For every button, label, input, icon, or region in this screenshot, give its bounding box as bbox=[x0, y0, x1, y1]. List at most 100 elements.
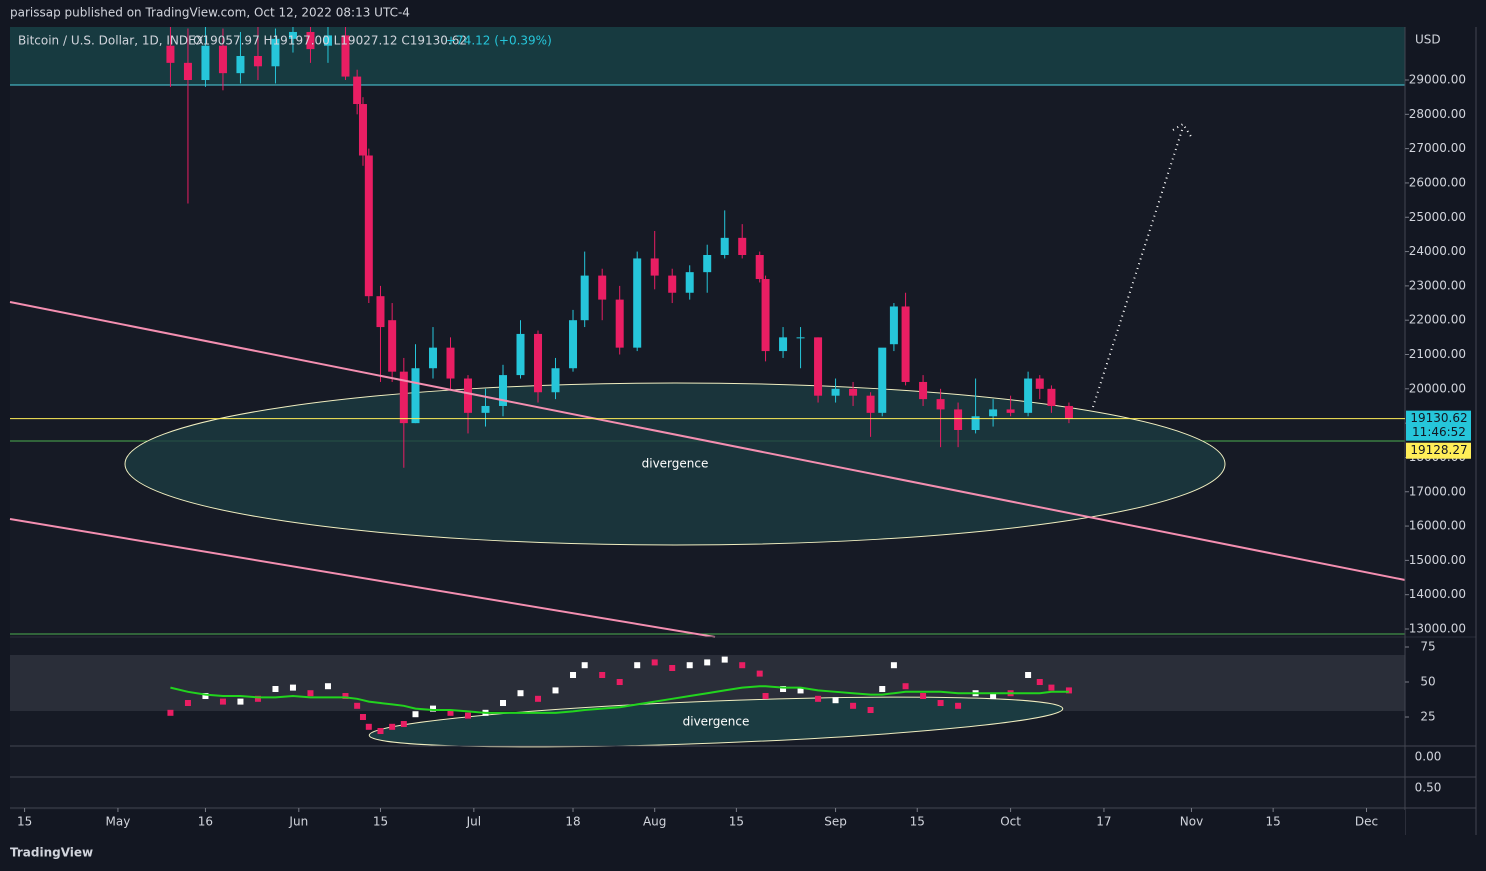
indicator-point bbox=[272, 686, 279, 693]
indicator-point bbox=[651, 659, 658, 666]
indicator-point bbox=[815, 695, 822, 702]
candle-body bbox=[364, 155, 373, 297]
candles bbox=[166, 27, 1073, 468]
candle-body bbox=[399, 371, 408, 424]
candle-body bbox=[831, 388, 840, 396]
x-tick-label: 16 bbox=[198, 815, 213, 829]
candle-body bbox=[1035, 378, 1044, 389]
candle-body bbox=[755, 255, 764, 280]
candle-body bbox=[779, 337, 788, 352]
y-tick-label: 16000.00 bbox=[1409, 519, 1466, 533]
indicator-point bbox=[1065, 687, 1072, 694]
candle-body bbox=[388, 320, 397, 372]
indicator-point bbox=[879, 686, 886, 693]
indicator-point bbox=[850, 702, 857, 709]
x-tick-label: Jul bbox=[466, 815, 481, 829]
candle-body bbox=[166, 45, 175, 63]
candle-body bbox=[954, 409, 963, 430]
candle-body bbox=[901, 306, 910, 382]
indicator-tick-label: 25 bbox=[1420, 710, 1435, 724]
y-tick-label: 13000.00 bbox=[1409, 622, 1466, 636]
indicator-point bbox=[429, 705, 436, 712]
candle-body bbox=[288, 31, 297, 39]
last-price-label: 19130.62 bbox=[1410, 411, 1467, 425]
candle-body bbox=[271, 38, 280, 67]
candle-body bbox=[738, 237, 747, 256]
indicator-point bbox=[581, 662, 588, 669]
x-tick-label: Dec bbox=[1355, 815, 1378, 829]
indicator-point bbox=[890, 662, 897, 669]
y-tick-label: 27000.00 bbox=[1409, 141, 1466, 155]
candle-body bbox=[1047, 388, 1056, 406]
candle-body bbox=[919, 381, 928, 400]
indicator-point bbox=[342, 693, 349, 700]
y-tick-label: 29000.00 bbox=[1409, 73, 1466, 87]
indicator-point bbox=[535, 695, 542, 702]
currency: USD bbox=[1415, 33, 1441, 47]
indicator-point bbox=[307, 690, 314, 697]
annotation: divergence bbox=[642, 457, 709, 471]
candle-body bbox=[411, 368, 420, 424]
y-tick-label: 26000.00 bbox=[1409, 175, 1466, 189]
indicator-point bbox=[377, 728, 384, 735]
indicator-point bbox=[365, 723, 372, 730]
candle-body bbox=[446, 347, 455, 379]
y-tick-label: 28000.00 bbox=[1409, 107, 1466, 121]
candle-body bbox=[761, 279, 770, 352]
indicator-point bbox=[324, 683, 331, 690]
x-tick-label: Nov bbox=[1180, 815, 1203, 829]
indicator-point bbox=[254, 695, 261, 702]
candle-body bbox=[253, 55, 262, 67]
indicator-point bbox=[704, 659, 711, 666]
candle-body bbox=[1024, 378, 1033, 413]
indicator-point bbox=[756, 670, 763, 677]
indicator-point bbox=[686, 662, 693, 669]
indicator-point bbox=[359, 714, 366, 721]
x-tick-label: May bbox=[106, 815, 131, 829]
indicator-point bbox=[167, 709, 174, 716]
candle-body bbox=[971, 416, 980, 430]
candle-body bbox=[650, 258, 659, 276]
candle-body bbox=[598, 275, 607, 300]
publisher: parissap published on TradingView.com, O… bbox=[10, 6, 410, 20]
symbol: Bitcoin / U.S. Dollar, 1D, INDEX bbox=[18, 34, 204, 48]
candle-body bbox=[569, 320, 578, 369]
candle-body bbox=[668, 275, 677, 293]
indicator-point bbox=[412, 711, 419, 718]
indicator-point bbox=[1025, 672, 1032, 679]
y-tick-label: 22000.00 bbox=[1409, 313, 1466, 327]
candle-body bbox=[796, 337, 805, 339]
candle-body bbox=[551, 368, 560, 393]
candle-body bbox=[323, 35, 332, 46]
brand: TradingView bbox=[10, 846, 93, 860]
divergence-ellipse bbox=[124, 382, 1226, 546]
y-tick-label: 23000.00 bbox=[1409, 278, 1466, 292]
candle-body bbox=[1006, 409, 1015, 413]
indicator-point bbox=[920, 693, 927, 700]
projection-arrow bbox=[1092, 126, 1184, 408]
candle-body bbox=[358, 104, 367, 156]
indicator-point bbox=[669, 665, 676, 672]
candle-body bbox=[615, 299, 624, 348]
indicator-point bbox=[289, 684, 296, 691]
candle-body bbox=[866, 395, 875, 413]
y-tick-label: 15000.00 bbox=[1409, 553, 1466, 567]
candle-body bbox=[306, 31, 315, 50]
x-tick-label: Jun bbox=[288, 815, 308, 829]
candle-body bbox=[218, 45, 227, 74]
candle-body bbox=[201, 45, 210, 81]
candle-body bbox=[236, 55, 245, 74]
x-tick-label: 15 bbox=[17, 815, 32, 829]
x-tick-label: Sep bbox=[824, 815, 847, 829]
candle-body bbox=[516, 333, 525, 376]
candle-body bbox=[376, 296, 385, 328]
indicator-ma bbox=[170, 685, 1069, 714]
y-tick-label: 21000.00 bbox=[1409, 347, 1466, 361]
y-tick-label: 24000.00 bbox=[1409, 244, 1466, 258]
x-tick-label: Aug bbox=[643, 815, 666, 829]
indicator-point bbox=[184, 700, 191, 707]
indicator-point bbox=[447, 709, 454, 716]
indicator-point bbox=[955, 702, 962, 709]
trend-line bbox=[9, 301, 1406, 581]
y-tick-label: 14000.00 bbox=[1409, 587, 1466, 601]
